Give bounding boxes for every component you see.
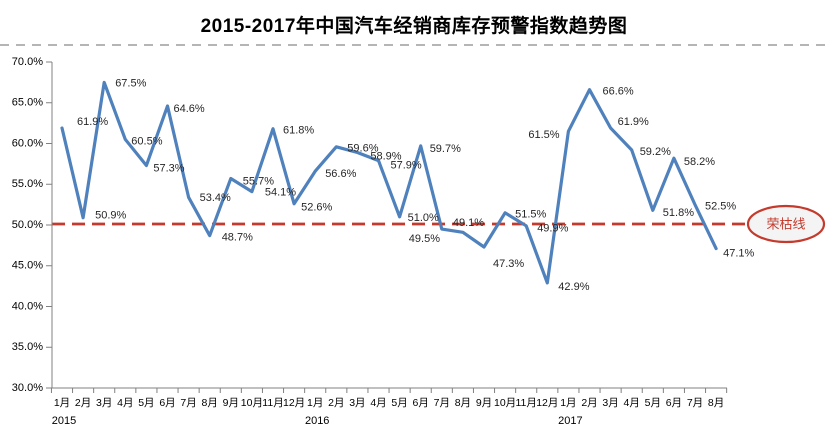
x-axis-month-label: 10月: [494, 397, 516, 409]
x-axis-month-label: 5月: [645, 397, 661, 409]
x-axis-month-label: 8月: [708, 397, 724, 409]
data-point-label: 64.6%: [174, 103, 205, 115]
index-trend-line: [60, 80, 718, 285]
data-point-label: 49.5%: [409, 233, 440, 245]
x-axis-month-label: 6月: [159, 397, 175, 409]
data-point-label: 49.1%: [453, 217, 484, 229]
data-point-label: 55.7%: [243, 175, 274, 187]
data-point-label: 49.9%: [537, 223, 568, 235]
x-axis-month-label: 6月: [413, 397, 429, 409]
data-point-label: 57.3%: [153, 162, 184, 174]
x-axis-month-label: 12月: [536, 397, 558, 409]
x-axis-month-labels: 1月 2月 3月 4月 5月 6月 7月 8月 9月 10月 11月 12月 1月 2月 3月 4月 5月 6月 7…: [54, 397, 724, 409]
x-axis-month-label: 3月: [602, 397, 618, 409]
x-axis-ticks: [50, 388, 728, 393]
x-axis-month-label: 11月: [515, 397, 536, 409]
x-axis-month-label: 5月: [138, 397, 154, 409]
data-labels: 61.9% 50.9% 67.5% 60.5% 57.3% 64.6% 53.4% 48.7%…: [77, 77, 755, 292]
data-point-label: 47.3%: [493, 258, 524, 270]
x-axis-month-label: 4月: [117, 397, 133, 409]
threshold-label: 荣枯线: [766, 216, 805, 231]
x-axis-month-label: 2月: [581, 397, 597, 409]
x-axis-month-label: 3月: [96, 397, 112, 409]
y-axis-label: 60.0%: [12, 137, 43, 149]
x-axis-month-label: 7月: [687, 397, 703, 409]
y-axis-label: 40.0%: [12, 300, 43, 312]
data-point-label: 51.5%: [515, 209, 546, 221]
data-point-label: 53.4%: [200, 192, 231, 204]
y-axis-label: 30.0%: [12, 382, 43, 394]
data-point-label: 59.2%: [640, 146, 671, 158]
data-point-label: 56.6%: [325, 168, 356, 180]
x-axis-month-label: 2月: [75, 397, 91, 409]
y-axis-label: 45.0%: [12, 260, 43, 272]
data-point-label: 51.8%: [663, 207, 694, 219]
data-point-label: 42.9%: [558, 281, 589, 293]
x-axis-month-label: 10月: [241, 397, 263, 409]
data-point-label: 61.9%: [618, 116, 649, 128]
threshold-ellipse: [746, 204, 826, 244]
x-axis-month-label: 9月: [476, 397, 492, 409]
data-point-label: 60.5%: [131, 135, 162, 147]
chart-title: 2015-2017年中国汽车经销商库存预警指数趋势图: [200, 16, 628, 37]
x-axis-year-label: 2016: [305, 415, 329, 427]
x-axis-month-label: 8月: [202, 397, 218, 409]
y-axis-label: 65.0%: [12, 97, 43, 109]
data-point-label: 52.6%: [301, 202, 332, 214]
data-point-label: 58.2%: [684, 156, 715, 168]
x-axis-month-label: 7月: [434, 397, 450, 409]
y-axis-labels: 70.0% 65.0% 60.0% 55.0% 50.0% 45.0% 40.0% 35.0%…: [12, 56, 43, 394]
x-axis-month-label: 9月: [223, 397, 239, 409]
data-point-label: 50.9%: [95, 210, 126, 222]
data-point-label: 61.9%: [77, 116, 108, 128]
x-axis-month-label: 11月: [262, 397, 283, 409]
x-axis-month-label: 1月: [307, 397, 323, 409]
x-axis-year-labels: 2015 2016 2017: [52, 415, 583, 427]
data-point-label: 61.5%: [528, 129, 559, 141]
data-point-label: 51.0%: [408, 212, 439, 224]
threshold-badge: 荣枯线: [746, 204, 826, 244]
x-axis-month-label: 4月: [624, 397, 640, 409]
x-axis-month-label: 7月: [180, 397, 196, 409]
x-axis-month-label: 5月: [391, 397, 407, 409]
data-point-label: 58.9%: [370, 150, 401, 162]
x-axis-month-label: 4月: [370, 397, 386, 409]
y-axis-label: 70.0%: [12, 56, 43, 68]
x-axis-year-label: 2015: [52, 415, 76, 427]
x-axis-month-label: 3月: [349, 397, 365, 409]
data-point-label: 52.5%: [705, 201, 736, 213]
x-axis-month-label: 2月: [328, 397, 344, 409]
data-point-label: 66.6%: [603, 86, 634, 98]
data-point-label: 54.1%: [265, 186, 296, 198]
title-separator-line: [0, 44, 828, 46]
x-axis-year-label: 2017: [558, 415, 582, 427]
y-axis-label: 35.0%: [12, 341, 43, 353]
x-axis-month-label: 1月: [560, 397, 576, 409]
y-axis-ticks: [46, 61, 52, 389]
data-point-label: 57.9%: [391, 160, 422, 172]
y-axis-label: 50.0%: [12, 219, 43, 231]
x-axis-month-label: 1月: [54, 397, 70, 409]
x-axis-month-label: 12月: [283, 397, 305, 409]
data-point-label: 67.5%: [115, 77, 146, 89]
data-point-label: 47.1%: [723, 248, 754, 260]
x-axis-month-label: 6月: [666, 397, 682, 409]
x-axis-month-label: 8月: [455, 397, 471, 409]
data-point-label: 48.7%: [222, 232, 253, 244]
data-point-label: 59.7%: [430, 143, 461, 155]
data-point-label: 59.6%: [347, 143, 378, 155]
data-point-label: 61.8%: [283, 125, 314, 137]
y-axis-label: 55.0%: [12, 178, 43, 190]
